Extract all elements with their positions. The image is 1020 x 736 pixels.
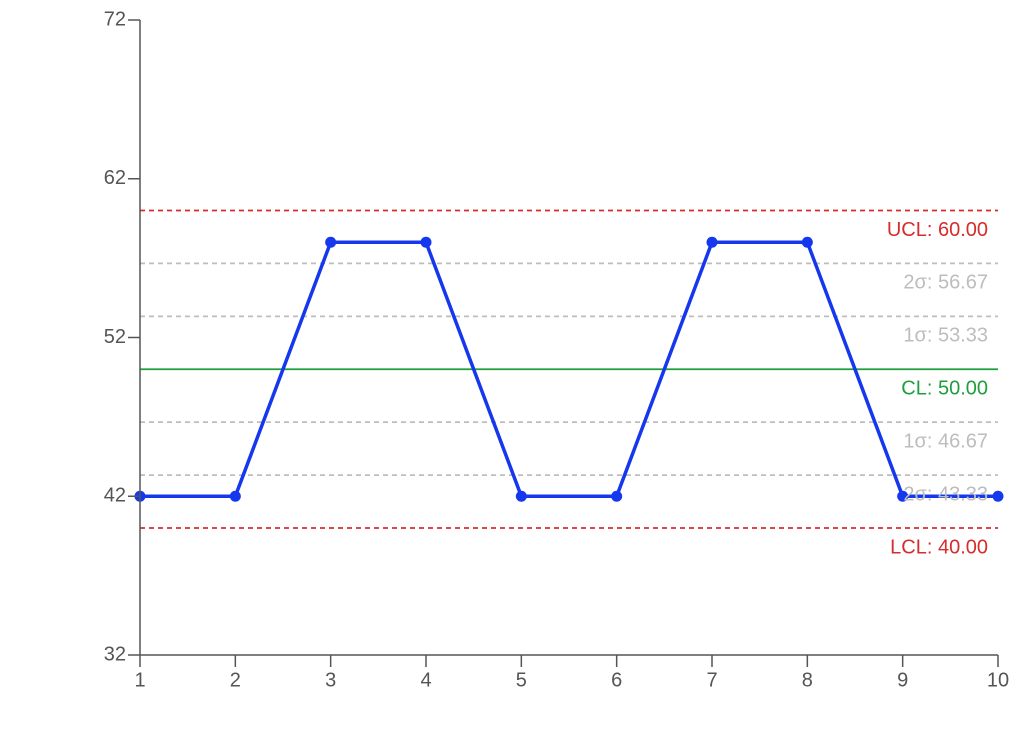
reference-label: 2σ: 43.33 bbox=[903, 483, 988, 505]
x-tick-label: 2 bbox=[230, 669, 241, 691]
reference-label: 1σ: 53.33 bbox=[903, 325, 988, 347]
x-tick-label: 9 bbox=[897, 669, 908, 691]
x-tick-label: 1 bbox=[134, 669, 145, 691]
y-tick-label: 62 bbox=[104, 167, 126, 189]
y-tick-label: 72 bbox=[104, 8, 126, 30]
reference-label: CL: 50.00 bbox=[901, 378, 988, 400]
reference-label: 1σ: 46.67 bbox=[903, 430, 988, 452]
x-tick-label: 8 bbox=[802, 669, 813, 691]
data-point bbox=[897, 490, 909, 502]
y-tick-label: 52 bbox=[104, 326, 126, 348]
reference-label: UCL: 60.00 bbox=[887, 219, 988, 241]
x-tick-label: 4 bbox=[420, 669, 431, 691]
data-point bbox=[325, 236, 337, 248]
reference-label: 2σ: 56.67 bbox=[903, 272, 988, 294]
data-point bbox=[992, 490, 1004, 502]
data-line bbox=[140, 240, 998, 498]
x-tick-label: 5 bbox=[516, 669, 527, 691]
data-point bbox=[611, 490, 623, 502]
data-point bbox=[706, 236, 718, 248]
x-tick-label: 3 bbox=[325, 669, 336, 691]
x-tick-label: 10 bbox=[987, 669, 1009, 691]
x-tick-label: 6 bbox=[611, 669, 622, 691]
data-point bbox=[420, 236, 432, 248]
data-point bbox=[229, 490, 241, 502]
reference-label: LCL: 40.00 bbox=[890, 536, 988, 558]
x-tick-label: 7 bbox=[706, 669, 717, 691]
data-point bbox=[801, 236, 813, 248]
y-tick-label: 32 bbox=[104, 643, 126, 665]
y-tick-label: 42 bbox=[104, 485, 126, 507]
data-point bbox=[515, 490, 527, 502]
